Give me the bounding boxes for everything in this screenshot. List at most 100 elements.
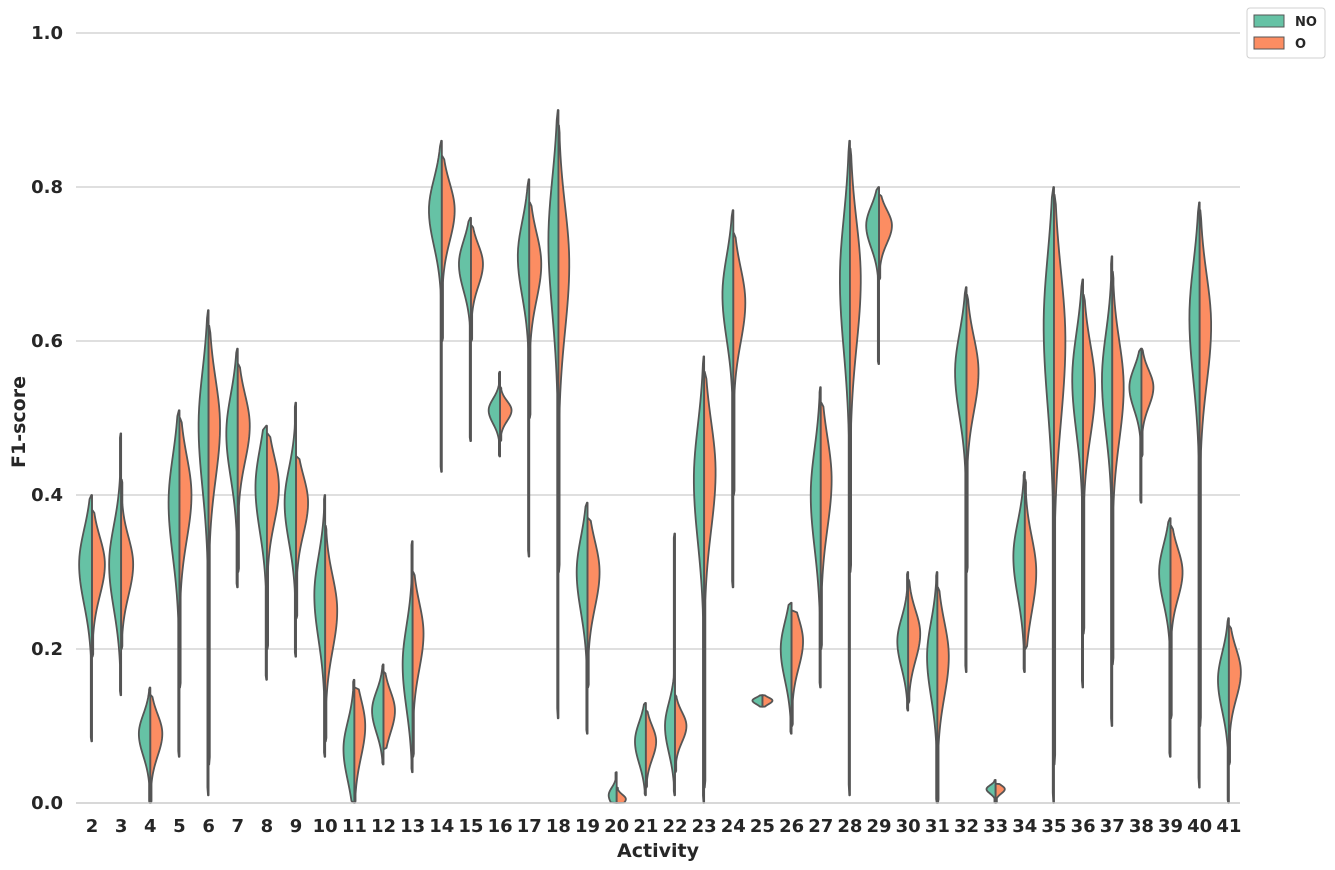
violin-half-no (1012, 471, 1026, 673)
violin-half-no (865, 186, 880, 365)
x-tick-label: 38 (1129, 816, 1154, 837)
violin-half-o (499, 386, 513, 442)
violin-activity-31 (926, 571, 950, 804)
violin-half-o (644, 709, 658, 789)
y-tick-label: 0.6 (31, 331, 63, 352)
x-tick-label: 12 (371, 816, 396, 837)
violin-half-no (575, 501, 589, 735)
violin-half-no (985, 779, 997, 804)
violin-half-no (516, 178, 531, 558)
violin-half-o (295, 455, 309, 620)
x-tick-label: 6 (202, 816, 215, 837)
x-tick-label: 33 (983, 816, 1008, 837)
x-tick-label: 2 (86, 816, 99, 837)
legend-swatch-o (1253, 36, 1285, 50)
violin-half-o (761, 694, 774, 708)
x-tick-label: 35 (1041, 816, 1066, 837)
x-tick-label: 18 (546, 816, 571, 837)
x-tick-label: 25 (750, 816, 775, 837)
x-tick-label: 11 (342, 816, 367, 837)
violin-half-o (266, 432, 280, 650)
violin-half-o (1053, 193, 1067, 766)
violin-half-o (440, 155, 456, 342)
violin-half-o (1111, 270, 1125, 666)
violin-activity-9 (283, 401, 309, 658)
violin-half-o (382, 671, 396, 750)
violin-half-o (411, 571, 425, 758)
violin-half-o (1023, 478, 1038, 650)
violin-activity-14 (428, 139, 456, 473)
violin-half-no (1128, 347, 1143, 504)
violin-activity-23 (692, 355, 717, 804)
violin-activity-40 (1188, 201, 1213, 789)
violin-half-no (458, 216, 472, 442)
violin-activity-11 (342, 678, 367, 804)
violin-half-no (401, 540, 414, 774)
x-axis-label: Activity (617, 840, 700, 862)
y-tick-label: 0.8 (31, 177, 63, 198)
violin-activity-29 (865, 186, 893, 365)
violin-half-o (819, 401, 833, 650)
violin-half-o (586, 517, 601, 689)
violin-activity-20 (607, 771, 627, 804)
violin-activity-17 (516, 178, 543, 558)
violin-half-no (547, 109, 560, 720)
violin-activity-21 (634, 702, 658, 797)
violin-half-o (353, 686, 367, 804)
x-tick-label: 29 (867, 816, 892, 837)
violin-activity-33 (985, 779, 1006, 804)
violin-half-no (1071, 278, 1084, 689)
x-tick-label: 16 (488, 816, 513, 837)
x-tick-label: 41 (1216, 816, 1241, 837)
y-axis-label: F1-score (8, 376, 30, 468)
violin-half-o (324, 524, 339, 743)
violin-half-o (965, 293, 980, 573)
x-tick-label: 30 (896, 816, 921, 837)
x-tick-label: 9 (290, 816, 303, 837)
violin-half-o (528, 201, 543, 419)
violin-activity-19 (575, 501, 601, 735)
violin-half-no (1158, 517, 1172, 758)
y-tick-label: 0.0 (31, 793, 63, 814)
violin-activity-25 (751, 694, 774, 708)
violin-activity-30 (896, 571, 922, 712)
violin-half-o (120, 478, 135, 650)
x-tick-label: 14 (429, 816, 454, 837)
legend: NO O (1246, 7, 1326, 59)
violin-half-o (178, 417, 193, 689)
violin-half-no (1217, 617, 1230, 804)
violin-half-o (994, 782, 1006, 804)
violin-activity-2 (78, 494, 106, 743)
violin-activity-27 (809, 386, 833, 689)
x-tick-label: 26 (779, 816, 804, 837)
x-tick-label: 31 (925, 816, 950, 837)
legend-label-no: NO (1295, 15, 1317, 30)
violin-half-o (878, 193, 893, 281)
violin-half-no (428, 139, 443, 473)
x-tick-label: 5 (173, 816, 186, 837)
violin-half-o (149, 694, 164, 804)
violin-half-no (197, 309, 210, 797)
x-tick-label: 32 (954, 816, 979, 837)
violin-half-no (225, 347, 239, 589)
violin-activity-4 (137, 686, 164, 804)
violin-activity-26 (779, 601, 804, 735)
violin-half-no (721, 209, 735, 589)
legend-label-o: O (1295, 37, 1306, 52)
x-tick-label: 40 (1187, 816, 1212, 837)
violin-activity-15 (458, 216, 484, 442)
violin-half-no (78, 494, 93, 743)
violin-half-o (470, 224, 484, 342)
violin-half-o (1169, 524, 1184, 720)
violin-activity-37 (1101, 255, 1125, 727)
violin-activity-3 (108, 432, 135, 697)
violin-half-o (936, 586, 950, 804)
legend-swatch-no (1253, 14, 1285, 28)
violin-half-o (1198, 209, 1213, 727)
violin-half-no (137, 686, 152, 804)
violin-activity-41 (1217, 617, 1242, 804)
x-tick-label: 10 (313, 816, 338, 837)
x-tick-label: 34 (1012, 816, 1037, 837)
x-tick-label: 17 (517, 816, 542, 837)
